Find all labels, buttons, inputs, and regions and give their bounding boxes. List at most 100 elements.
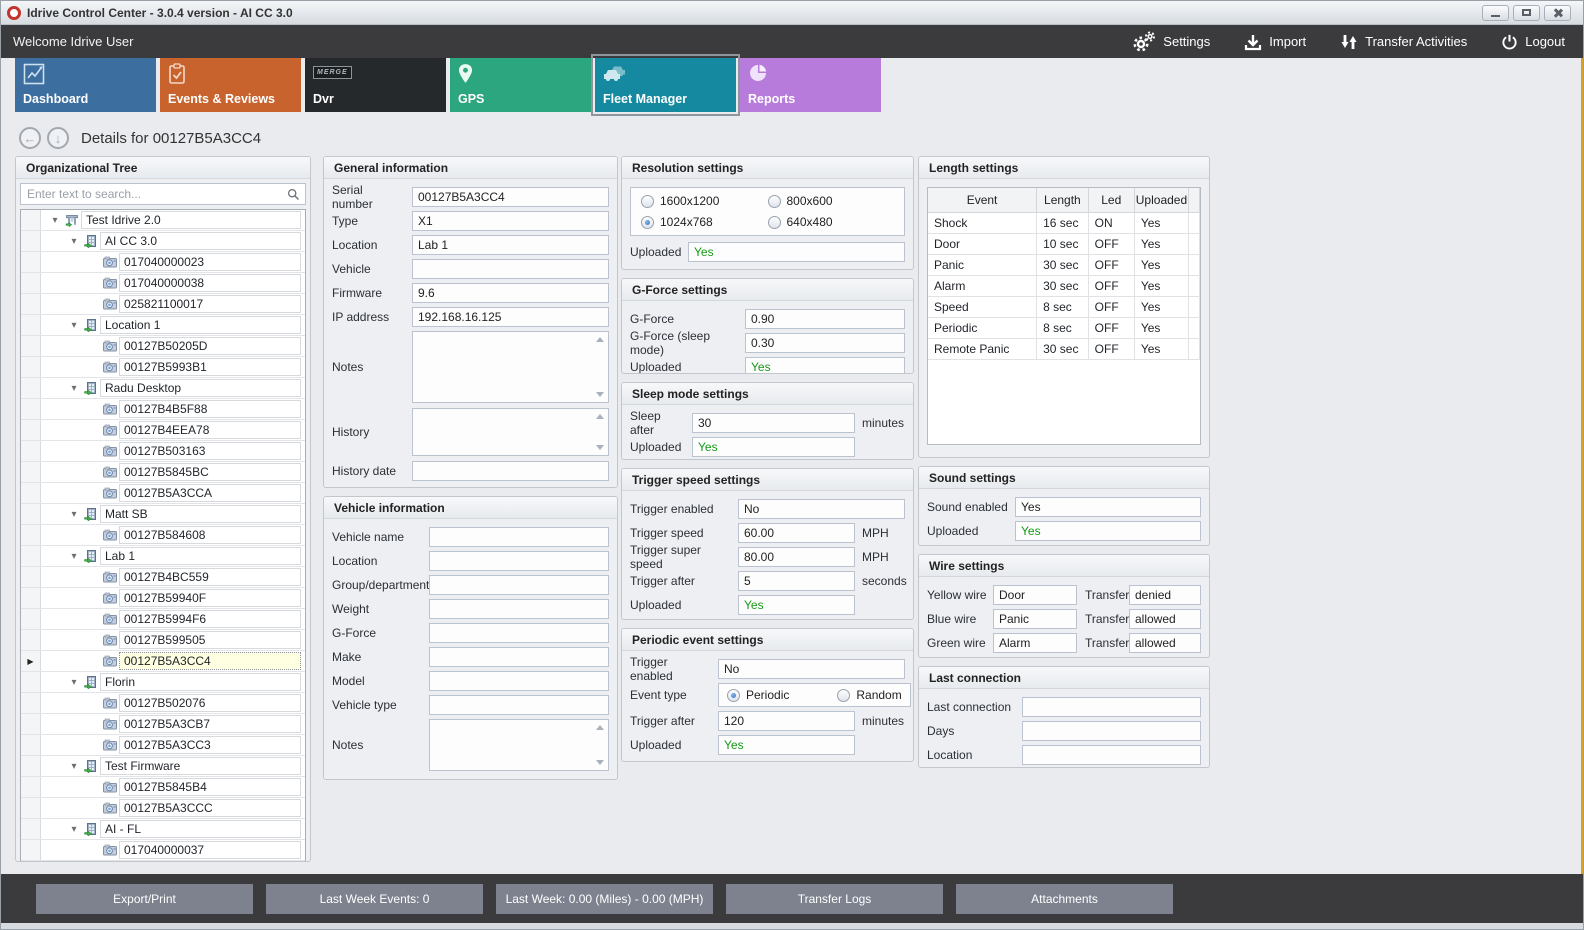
model-field[interactable] [429, 671, 609, 691]
expand-caret-icon[interactable]: ▾ [71, 550, 77, 562]
scroll-up-icon[interactable] [596, 414, 604, 419]
last-week-miles-button[interactable]: Last Week: 0.00 (Miles) - 0.00 (MPH) [496, 883, 713, 914]
tab-fleet-manager[interactable]: Fleet Manager [591, 54, 740, 116]
firmware-field[interactable] [412, 283, 609, 303]
trigger-super-speed-field[interactable] [738, 547, 855, 567]
back-button[interactable]: ← [19, 127, 41, 149]
serial-number-field[interactable] [412, 187, 609, 207]
blue-wire-field[interactable] [993, 609, 1077, 629]
table-row[interactable]: Speed 8 sec OFF Yes [928, 296, 1200, 318]
tree-node[interactable]: ▾ Test Idrive 2.0 [21, 210, 305, 231]
tab-dvr[interactable]: MERGE Dvr [305, 58, 446, 112]
vehicle-location-field[interactable] [429, 551, 609, 571]
tree-node[interactable]: ▾ Location 1 [21, 315, 305, 336]
tree-node[interactable]: 00127B4BC559 [21, 567, 305, 588]
scroll-down-icon[interactable] [596, 760, 604, 765]
notes-textarea[interactable] [412, 331, 609, 403]
type-field[interactable] [412, 211, 609, 231]
tree-node[interactable]: 00127B503163 [21, 441, 305, 462]
tree-node[interactable]: ▾ Test Firmware [21, 756, 305, 777]
tree-node[interactable]: 00127B5994F6 [21, 609, 305, 630]
expand-caret-icon[interactable]: ▾ [71, 676, 77, 688]
yellow-wire-field[interactable] [993, 585, 1077, 605]
expand-caret-icon[interactable]: ▾ [71, 319, 77, 331]
tree-node[interactable]: ▾ Matt SB [21, 504, 305, 525]
tree-node[interactable]: 00127B5A3CB7 [21, 714, 305, 735]
make-field[interactable] [429, 647, 609, 667]
tree-node[interactable]: 00127B4EEA78 [21, 420, 305, 441]
column-header[interactable]: Led [1087, 188, 1135, 213]
last-connection-field[interactable] [1022, 697, 1201, 717]
radio-1600x1200[interactable]: 1600x1200 [641, 194, 768, 208]
import-button[interactable]: Import [1244, 33, 1306, 51]
expand-caret-icon[interactable]: ▾ [71, 235, 77, 247]
table-row[interactable]: Remote Panic 30 sec OFF Yes [928, 338, 1200, 360]
attachments-button[interactable]: Attachments [956, 883, 1173, 914]
column-header[interactable]: Uploaded [1133, 188, 1190, 213]
transfer-logs-button[interactable]: Transfer Logs [726, 883, 943, 914]
group-department-field[interactable] [429, 575, 609, 595]
last-week-events-button[interactable]: Last Week Events: 0 [266, 883, 483, 914]
logout-button[interactable]: Logout [1501, 33, 1565, 50]
close-button[interactable] [1544, 4, 1571, 21]
green-wire-field[interactable] [993, 633, 1077, 653]
sleep-after-field[interactable] [692, 413, 855, 433]
tree-node[interactable]: ▾ AI - FL [21, 819, 305, 840]
tree-node[interactable]: 00127B584608 [21, 525, 305, 546]
tree-node[interactable]: 00127B5A3CCC [21, 798, 305, 819]
transfer-activities-button[interactable]: Transfer Activities [1340, 33, 1467, 51]
tree-node[interactable]: ▾ Lab 1 [21, 546, 305, 567]
tree-node[interactable]: ▾ Radu Desktop [21, 378, 305, 399]
scroll-down-icon[interactable] [596, 392, 604, 397]
weight-field[interactable] [429, 599, 609, 619]
ip-address-field[interactable] [412, 307, 609, 327]
tree-node[interactable]: 00127B502076 [21, 693, 305, 714]
tab-gps[interactable]: GPS [450, 58, 591, 112]
collapse-button[interactable]: ↓ [47, 127, 69, 149]
tree-node[interactable]: 00127B5845B4 [21, 777, 305, 798]
tree-node[interactable]: 00127B5993B1 [21, 357, 305, 378]
radio-periodic[interactable]: Periodic [727, 688, 789, 702]
tab-events-reviews[interactable]: Events & Reviews [160, 58, 301, 112]
scroll-up-icon[interactable] [596, 337, 604, 342]
history-textarea[interactable] [412, 408, 609, 456]
table-row[interactable]: Door 10 sec OFF Yes [928, 233, 1200, 255]
table-row[interactable]: Alarm 30 sec OFF Yes [928, 275, 1200, 297]
tree-node[interactable]: ▾ Florin [21, 672, 305, 693]
scroll-down-icon[interactable] [596, 445, 604, 450]
tree-node[interactable]: 00127B4B5F88 [21, 399, 305, 420]
history-date-field[interactable] [412, 461, 609, 481]
blue-wire-transfer-field[interactable] [1129, 609, 1201, 629]
expand-caret-icon[interactable]: ▾ [71, 382, 77, 394]
expand-caret-icon[interactable]: ▾ [52, 214, 58, 226]
vehicle-name-field[interactable] [429, 527, 609, 547]
green-wire-transfer-field[interactable] [1129, 633, 1201, 653]
export-print-button[interactable]: Export/Print [36, 883, 253, 914]
tree-node[interactable]: 00127B5845BC [21, 462, 305, 483]
tree-node[interactable]: 017040000037 [21, 840, 305, 861]
vehicle-field[interactable] [412, 259, 609, 279]
vehicle-gforce-field[interactable] [429, 623, 609, 643]
periodic-after-field[interactable] [718, 711, 855, 731]
radio-random[interactable]: Random [837, 688, 902, 702]
tree-node[interactable]: 00127B50205D [21, 336, 305, 357]
gforce-sleep-field[interactable] [745, 333, 905, 353]
search-input[interactable] [20, 183, 306, 205]
location-field[interactable] [412, 235, 609, 255]
tree-node[interactable]: 00127B59940F [21, 588, 305, 609]
tree-node[interactable]: 00127B5A3CCA [21, 483, 305, 504]
yellow-wire-transfer-field[interactable] [1129, 585, 1201, 605]
expand-caret-icon[interactable]: ▾ [71, 823, 77, 835]
table-row[interactable]: Panic 30 sec OFF Yes [928, 254, 1200, 276]
sound-enabled-field[interactable] [1015, 497, 1201, 517]
gforce-field[interactable] [745, 309, 905, 329]
expand-caret-icon[interactable]: ▾ [71, 508, 77, 520]
column-header[interactable]: Length [1036, 188, 1089, 213]
periodic-enabled-field[interactable] [718, 659, 905, 679]
minimize-button[interactable] [1482, 4, 1509, 21]
maximize-button[interactable] [1513, 4, 1540, 21]
tree-node[interactable]: 025821100017 [21, 294, 305, 315]
trigger-speed-field[interactable] [738, 523, 855, 543]
radio-640x480[interactable]: 640x480 [767, 215, 895, 229]
radio-800x600[interactable]: 800x600 [767, 194, 895, 208]
